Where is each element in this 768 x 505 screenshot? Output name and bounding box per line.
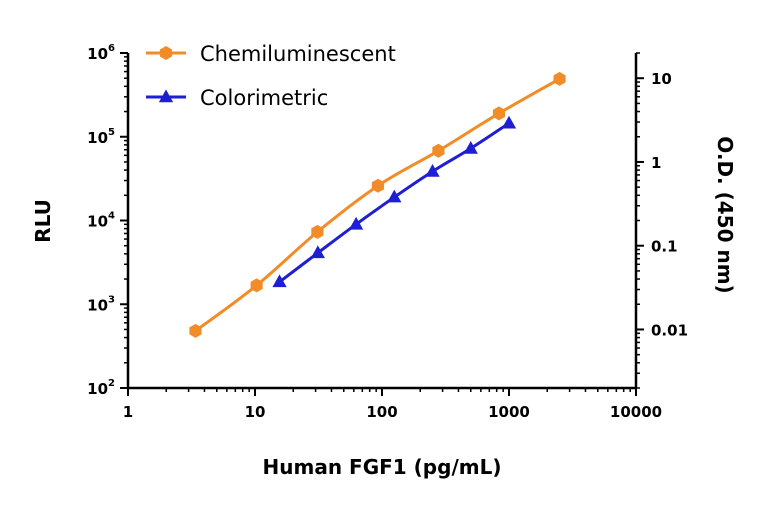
chemiluminescent-legend-label: Chemiluminescent xyxy=(200,42,396,66)
chemiluminescent-point xyxy=(492,106,505,121)
x-axis-title: Human FGF1 (pg/mL) xyxy=(263,455,502,479)
colorimetric-point xyxy=(387,189,402,203)
y-tick-label: 102 xyxy=(87,378,115,398)
x-tick-label: 1 xyxy=(123,403,133,421)
x-tick-label: 100 xyxy=(366,403,397,421)
series-layer xyxy=(189,71,566,338)
y2-tick-label: 1 xyxy=(651,154,661,172)
chemiluminescent-point xyxy=(553,71,566,86)
chemiluminescent-point xyxy=(432,143,445,158)
x-tick-label: 1000 xyxy=(488,403,530,421)
colorimetric-point xyxy=(425,163,440,177)
colorimetric-legend-label: Colorimetric xyxy=(200,86,328,110)
chemiluminescent-point xyxy=(189,323,202,338)
y-tick-label: 103 xyxy=(87,294,115,314)
y2-tick-label: 0.01 xyxy=(651,321,688,339)
legend: Chemiluminescent Colorimetric xyxy=(146,42,396,110)
colorimetric-legend-marker xyxy=(158,89,174,103)
x-tick-label: 10000 xyxy=(610,403,662,421)
colorimetric-point xyxy=(463,140,478,154)
chemiluminescent-point xyxy=(311,224,324,239)
chemiluminescent-legend-marker xyxy=(159,46,173,60)
ticks: 1 10 100 1000 10000 102 103 104 105 106 0.01 0.1 1 10 xyxy=(87,43,688,421)
colorimetric-point xyxy=(272,274,287,288)
y-axis-title: RLU xyxy=(31,199,55,243)
y2-axis-title: O.D. (450 nm) xyxy=(713,136,737,293)
chemiluminescent-point xyxy=(250,278,263,293)
colorimetric-point xyxy=(348,216,364,230)
colorimetric-point xyxy=(501,115,517,129)
y2-tick-label: 0.1 xyxy=(651,238,678,256)
x-tick-label: 10 xyxy=(245,403,266,421)
y-tick-label: 106 xyxy=(87,43,115,63)
y2-tick-label: 10 xyxy=(651,70,672,88)
chemiluminescent-point xyxy=(371,178,385,193)
y-tick-label: 105 xyxy=(87,127,115,147)
y-tick-label: 104 xyxy=(87,211,115,231)
colorimetric-point xyxy=(310,245,325,259)
